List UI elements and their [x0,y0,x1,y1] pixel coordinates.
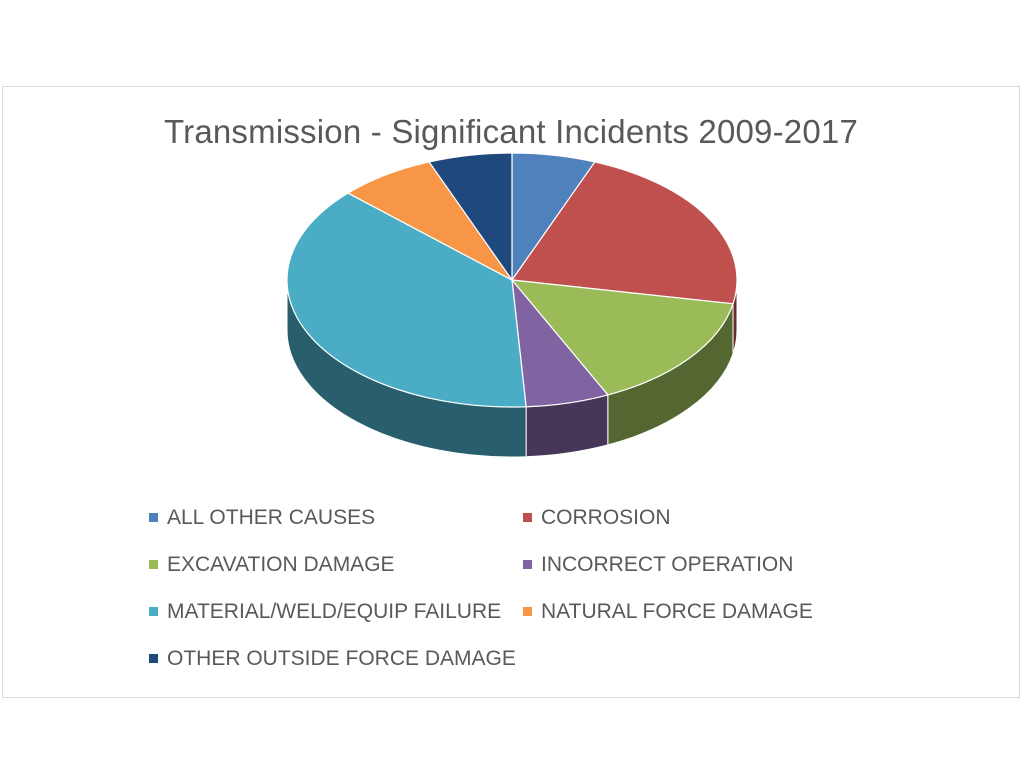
legend-item: OTHER OUTSIDE FORCE DAMAGE [149,645,523,672]
legend-label: ALL OTHER CAUSES [167,505,376,529]
legend-swatch [523,560,532,569]
legend-swatch [149,513,158,522]
legend-item: ALL OTHER CAUSES [149,504,523,531]
legend-label: MATERIAL/WELD/EQUIP FAILURE [167,599,502,623]
pie-slice-corrosion [510,161,738,305]
legend-label: NATURAL FORCE DAMAGE [541,599,813,623]
legend-item: CORROSION [523,504,843,531]
pie-sides [286,279,738,458]
chart-frame: Transmission - Significant Incidents 200… [2,86,1020,698]
pie-slice-excavation-damage [510,279,734,396]
legend-swatch [523,607,532,616]
legend-swatch [149,607,158,616]
pie-tops [286,152,738,408]
legend-label: EXCAVATION DAMAGE [167,552,395,576]
legend-item: NATURAL FORCE DAMAGE [523,598,843,625]
chart-title: Transmission - Significant Incidents 200… [164,113,858,150]
pie-chart [286,152,738,458]
legend-swatch [149,560,158,569]
legend-swatch [523,513,532,522]
legend-label: OTHER OUTSIDE FORCE DAMAGE [167,646,516,670]
pie-slice-material-weld-equip-failure [286,192,527,408]
legend-item: INCORRECT OPERATION [523,551,843,578]
legend-label: INCORRECT OPERATION [541,552,794,576]
chart-legend: ALL OTHER CAUSES CORROSION EXCAVATION DAMA… [149,504,849,672]
legend-label: CORROSION [541,505,671,529]
pie-slice-other-outside-force-damage [428,152,513,282]
legend-item: MATERIAL/WELD/EQUIP FAILURE [149,598,523,625]
legend-swatch [149,654,158,663]
legend-item: EXCAVATION DAMAGE [149,551,523,578]
